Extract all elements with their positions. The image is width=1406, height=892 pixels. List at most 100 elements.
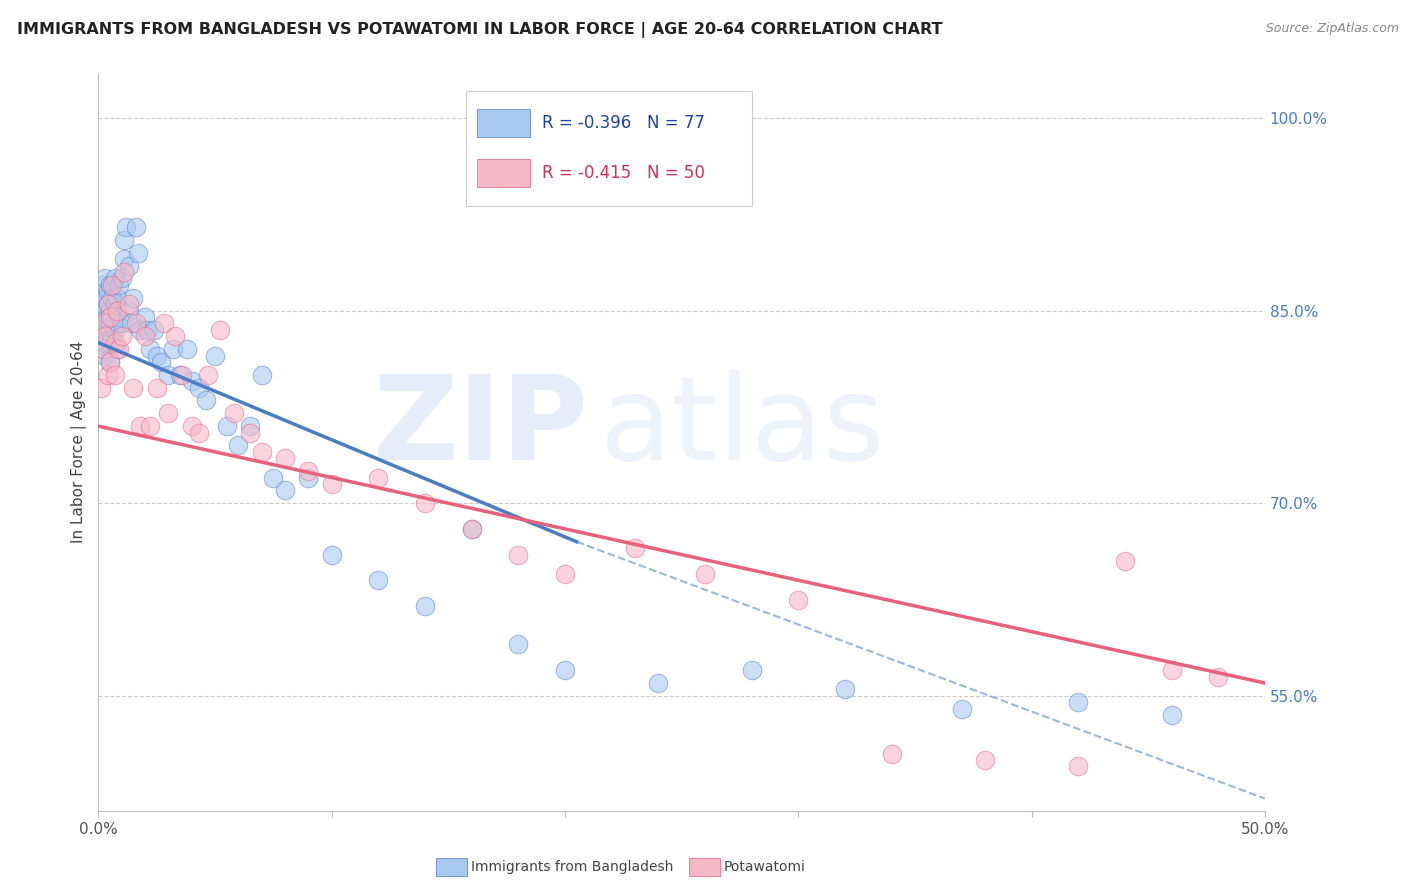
Point xyxy=(787,592,810,607)
Point xyxy=(91,297,114,311)
Text: atlas: atlas xyxy=(600,370,886,485)
Point xyxy=(228,438,250,452)
Point xyxy=(508,548,530,562)
Point xyxy=(367,574,389,588)
Point xyxy=(208,323,231,337)
Point xyxy=(125,220,148,235)
Point xyxy=(1067,695,1090,709)
Point xyxy=(134,329,156,343)
Point xyxy=(98,355,121,369)
Point xyxy=(169,368,191,382)
Point xyxy=(250,368,273,382)
Point xyxy=(222,406,245,420)
Text: ZIP: ZIP xyxy=(373,370,588,485)
Text: R = -0.396   N = 77: R = -0.396 N = 77 xyxy=(541,114,704,132)
Point xyxy=(880,747,903,761)
Point xyxy=(274,451,297,466)
Point xyxy=(118,259,141,273)
Point xyxy=(105,317,128,331)
Point xyxy=(101,310,124,324)
Point xyxy=(157,368,180,382)
Point xyxy=(180,374,202,388)
Point xyxy=(94,291,117,305)
Point xyxy=(101,329,124,343)
Point xyxy=(172,368,194,382)
Point xyxy=(98,303,121,318)
FancyBboxPatch shape xyxy=(478,160,530,187)
Point xyxy=(101,277,124,292)
Point xyxy=(104,323,127,337)
Point xyxy=(187,381,209,395)
Point xyxy=(108,310,131,324)
Point xyxy=(138,419,160,434)
FancyBboxPatch shape xyxy=(478,109,530,137)
Point xyxy=(94,317,117,331)
Point xyxy=(413,599,436,613)
Point xyxy=(90,381,112,395)
Point xyxy=(91,342,114,356)
Point xyxy=(105,303,128,318)
Point xyxy=(112,265,135,279)
Point xyxy=(162,342,184,356)
Point xyxy=(94,335,117,350)
Point xyxy=(297,470,319,484)
Point xyxy=(1160,663,1182,677)
Point xyxy=(129,323,152,337)
Point xyxy=(624,541,647,556)
Point xyxy=(187,425,209,440)
Point xyxy=(90,317,112,331)
Point xyxy=(145,381,167,395)
Point xyxy=(297,464,319,478)
Point xyxy=(138,342,160,356)
Point xyxy=(120,317,142,331)
Text: R = -0.415   N = 50: R = -0.415 N = 50 xyxy=(541,164,704,182)
Point xyxy=(157,406,180,420)
Point xyxy=(1206,670,1229,684)
Point xyxy=(950,702,973,716)
Point xyxy=(104,368,127,382)
Point xyxy=(250,445,273,459)
Point xyxy=(91,277,114,292)
Point xyxy=(180,419,202,434)
Point xyxy=(97,297,120,311)
Point xyxy=(647,676,669,690)
Point xyxy=(741,663,763,677)
Point xyxy=(118,297,141,311)
Point xyxy=(90,329,112,343)
Point xyxy=(98,317,121,331)
Point xyxy=(91,323,114,337)
Point xyxy=(1160,708,1182,723)
Text: Potawatomi: Potawatomi xyxy=(724,860,806,874)
Point xyxy=(129,419,152,434)
Point xyxy=(693,566,716,581)
Point xyxy=(115,220,138,235)
Point xyxy=(460,522,482,536)
Point xyxy=(111,329,134,343)
Point xyxy=(94,349,117,363)
Point xyxy=(197,368,219,382)
Point xyxy=(98,335,121,350)
Point xyxy=(101,291,124,305)
Point xyxy=(974,753,997,767)
Point xyxy=(152,317,174,331)
Point xyxy=(97,329,120,343)
Point xyxy=(97,368,120,382)
Point xyxy=(554,566,576,581)
Point xyxy=(1114,554,1136,568)
Point xyxy=(508,638,530,652)
Text: Source: ZipAtlas.com: Source: ZipAtlas.com xyxy=(1265,22,1399,36)
Point xyxy=(98,355,121,369)
Point xyxy=(125,317,148,331)
Point xyxy=(150,355,173,369)
Point xyxy=(554,663,576,677)
Point xyxy=(112,233,135,247)
Point xyxy=(239,425,262,440)
Point xyxy=(122,291,145,305)
Point xyxy=(1067,759,1090,773)
Point xyxy=(104,335,127,350)
Point xyxy=(111,317,134,331)
Point xyxy=(94,271,117,285)
Point xyxy=(108,342,131,356)
Point xyxy=(111,271,134,285)
Point xyxy=(104,297,127,311)
